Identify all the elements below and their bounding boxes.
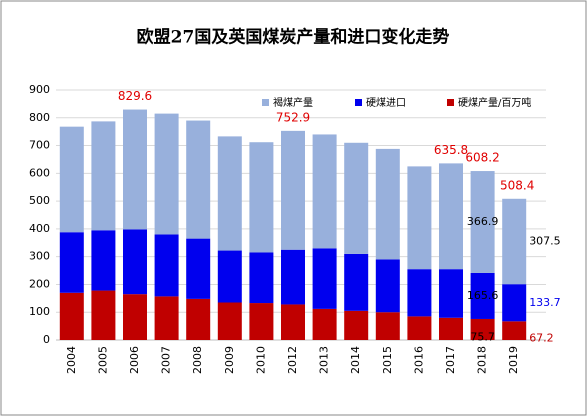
x-tick-label: 2014 xyxy=(349,346,362,374)
x-tick-label: 2009 xyxy=(223,346,236,374)
y-tick-label: 700 xyxy=(29,139,50,152)
data-label: 366.9 xyxy=(467,215,499,228)
x-tick-label: 2015 xyxy=(381,346,394,374)
bar-segment xyxy=(217,250,242,303)
data-label: 75.7 xyxy=(470,330,495,343)
y-tick-label: 400 xyxy=(29,222,50,235)
y-tick-label: 800 xyxy=(29,111,50,124)
bar-segment xyxy=(281,249,305,305)
legend-label: 硬煤进口 xyxy=(366,96,406,109)
bar-segment xyxy=(154,296,179,340)
bar-segment xyxy=(217,136,242,251)
x-tick-label: 2010 xyxy=(254,346,267,374)
bar-segment xyxy=(59,292,84,340)
data-label: 165.6 xyxy=(467,289,499,302)
legend-label: 硬煤产量/百万吨 xyxy=(458,96,531,109)
x-tick-label: 2013 xyxy=(318,346,331,374)
bar-segment xyxy=(470,171,495,273)
legend-swatch xyxy=(447,99,454,106)
bar-segment xyxy=(407,269,432,317)
y-tick-label: 500 xyxy=(29,194,50,207)
bar-segment xyxy=(375,148,400,260)
y-tick-label: 200 xyxy=(29,277,50,290)
bar-segment xyxy=(123,109,147,230)
bar-segment xyxy=(344,310,369,340)
x-tick-label: 2005 xyxy=(96,346,109,374)
bar-segment xyxy=(249,252,274,304)
data-label: 307.5 xyxy=(529,234,561,247)
data-label: 67.2 xyxy=(529,332,554,345)
bar-segment xyxy=(154,234,179,297)
bar-segment xyxy=(502,321,527,340)
bar-segment xyxy=(186,238,211,299)
bar-segment xyxy=(439,163,463,270)
y-tick-label: 600 xyxy=(29,166,50,179)
y-tick-label: 300 xyxy=(29,250,50,263)
bar-segment xyxy=(470,318,495,340)
bar-segment xyxy=(91,290,116,340)
bar-segment xyxy=(502,198,527,285)
bar-segment xyxy=(217,302,242,340)
bar-segment xyxy=(186,298,211,340)
x-tick-label: 2007 xyxy=(160,346,173,374)
bar-segment xyxy=(249,303,274,340)
bar-segment xyxy=(407,316,432,340)
bar-segment xyxy=(123,294,147,340)
total-label: 829.6 xyxy=(118,89,152,103)
bar-segment xyxy=(249,142,274,253)
bar-segment xyxy=(344,142,369,254)
bar-segment xyxy=(91,230,116,291)
bar-segment xyxy=(154,113,179,235)
bar-segment xyxy=(344,253,369,311)
bar-segment xyxy=(91,121,116,231)
y-tick-label: 100 xyxy=(29,305,50,318)
y-tick-label: 0 xyxy=(43,333,50,346)
bar-segment xyxy=(186,120,211,239)
x-tick-label: 2012 xyxy=(286,346,299,374)
bar-segment xyxy=(439,269,463,318)
x-tick-label: 2019 xyxy=(507,346,520,374)
x-tick-label: 2017 xyxy=(444,346,457,374)
chart-title: 欧盟27国及英国煤炭产量和进口变化走势 xyxy=(137,27,450,48)
bar-segment xyxy=(59,232,84,293)
total-label: 635.8 xyxy=(434,143,468,157)
bar-segment xyxy=(312,134,337,249)
total-label: 608.2 xyxy=(465,151,499,165)
x-tick-label: 2004 xyxy=(65,346,78,374)
bar-segment xyxy=(312,248,337,309)
bar-segment xyxy=(502,284,527,322)
data-label: 133.7 xyxy=(529,296,561,309)
bar-segment xyxy=(439,317,463,340)
bar-segment xyxy=(281,304,305,340)
bar-segment xyxy=(375,259,400,313)
total-label: 508.4 xyxy=(500,178,534,192)
bar-segment xyxy=(407,166,432,270)
y-tick-label: 900 xyxy=(29,83,50,96)
bar-segment xyxy=(312,308,337,340)
bar-segment xyxy=(470,272,495,319)
x-tick-label: 2018 xyxy=(476,346,489,374)
legend-swatch xyxy=(355,99,362,106)
bar-segment xyxy=(59,126,84,233)
bar-segment xyxy=(123,229,147,295)
x-tick-label: 2008 xyxy=(191,346,204,374)
x-tick-label: 2006 xyxy=(128,346,141,374)
bar-segment xyxy=(281,130,305,250)
legend-swatch xyxy=(262,99,269,106)
bar-segment xyxy=(375,312,400,340)
total-label: 752.9 xyxy=(276,110,310,124)
legend-label: 褐煤产量 xyxy=(273,96,313,109)
x-tick-label: 2016 xyxy=(412,346,425,374)
